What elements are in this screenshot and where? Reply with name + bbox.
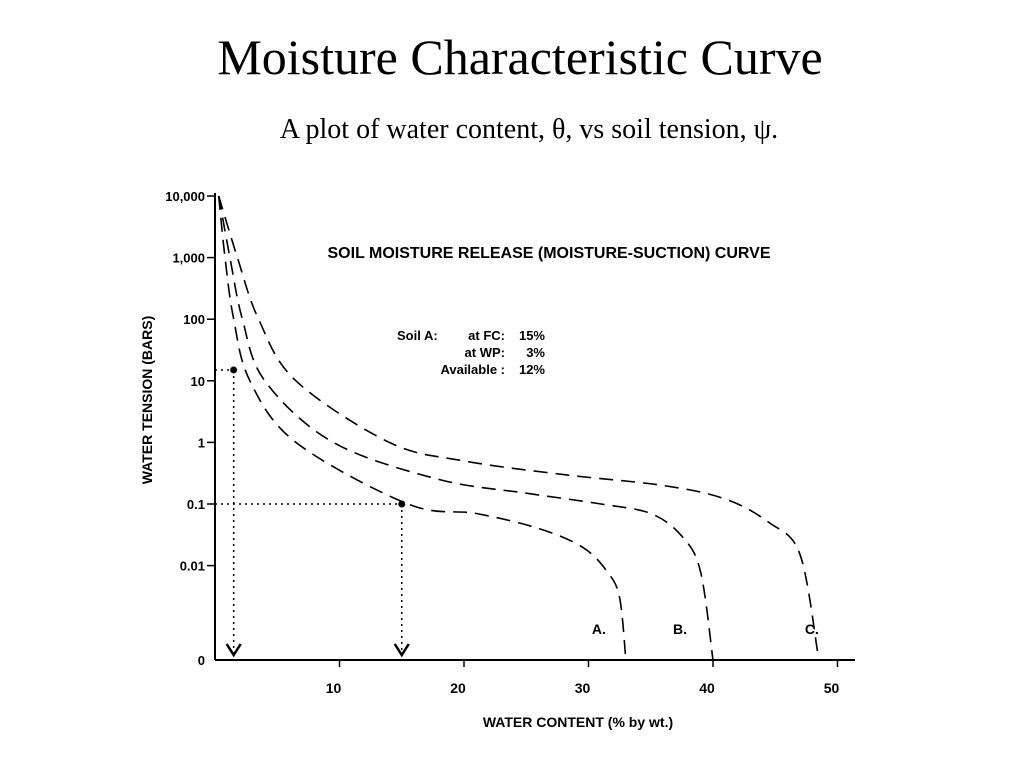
wp-point <box>230 366 238 374</box>
series-b-label: B. <box>673 621 687 637</box>
series-b-line <box>217 195 714 661</box>
y-tick-label: 0.01 <box>180 559 205 574</box>
annotation-property: Available : <box>440 362 505 377</box>
y-tick-label: 10,000 <box>165 189 205 204</box>
y-tick-label: 1,000 <box>172 251 205 266</box>
series-c-label: C. <box>805 621 819 637</box>
series-c-line <box>217 195 820 661</box>
wp-arrow-icon <box>225 643 242 658</box>
slide-title: Moisture Characteristic Curve <box>217 29 823 85</box>
y-tick-label: 0 <box>198 653 205 668</box>
chart-series <box>217 195 820 661</box>
y-tick-label: 0.1 <box>187 497 205 512</box>
chart-axes: 10,000 1,000 100 10 1 0.1 0.01 0 10 20 30 40 50 <box>165 189 855 696</box>
chart-guides <box>215 366 410 658</box>
y-tick-label: 1 <box>198 435 205 450</box>
x-tick-label: 30 <box>575 680 591 696</box>
slide-subtitle: A plot of water content, θ, vs soil tens… <box>279 114 779 145</box>
x-axis-label: WATER CONTENT (% by wt.) <box>483 714 673 730</box>
y-tick-label: 100 <box>183 312 205 327</box>
annotation-value: 3% <box>526 345 545 360</box>
chart-labels: WATER CONTENT (% by wt.) WATER TENSION (B… <box>139 245 819 730</box>
annotation-property: at FC: <box>468 328 505 343</box>
series-a-label: A. <box>592 621 606 637</box>
x-tick-label: 50 <box>824 680 840 696</box>
fc-arrow-icon <box>393 643 410 658</box>
annotation-value: 15% <box>519 328 545 343</box>
x-tick-label: 20 <box>450 680 466 696</box>
x-tick-label: 40 <box>699 680 715 696</box>
series-a-line <box>217 195 627 661</box>
x-tick-label: 10 <box>326 680 342 696</box>
y-axis-label: WATER TENSION (BARS) <box>139 316 155 485</box>
annotation-value: 12% <box>519 362 545 377</box>
chart-title: SOIL MOISTURE RELEASE (MOISTURE-SUCTION)… <box>328 245 771 262</box>
y-tick-label: 10 <box>191 374 205 389</box>
annotation-soil-label: Soil A: <box>397 328 438 343</box>
annotation-property: at WP: <box>465 345 505 360</box>
fc-point <box>398 500 406 508</box>
